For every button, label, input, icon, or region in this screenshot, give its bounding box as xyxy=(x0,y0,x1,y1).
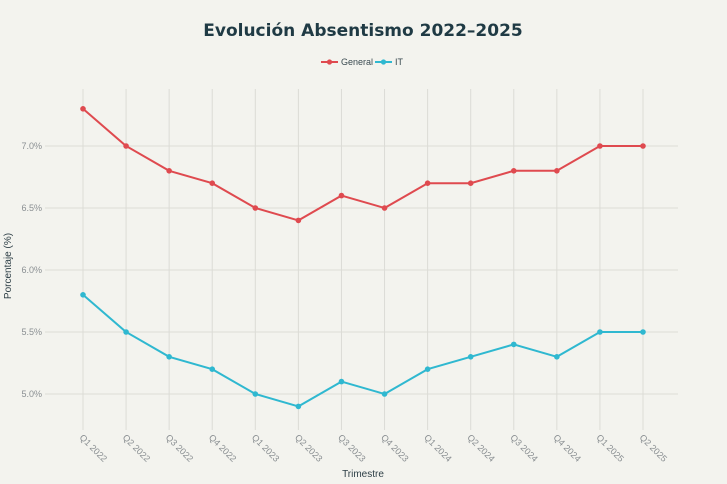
data-point xyxy=(467,354,474,360)
x-tick-label: Q2 2025 xyxy=(638,432,669,463)
x-tick-label: Q4 2022 xyxy=(207,432,238,463)
x-tick-label: Q4 2024 xyxy=(551,432,582,463)
legend-item-general[interactable]: General xyxy=(321,57,373,67)
y-tick-label: 7.0% xyxy=(21,141,42,151)
data-point xyxy=(252,391,259,397)
data-point xyxy=(166,168,172,174)
data-point xyxy=(295,217,302,224)
data-point xyxy=(640,143,646,149)
data-point xyxy=(424,180,431,186)
data-point xyxy=(295,403,302,410)
legend-label: General xyxy=(341,57,373,67)
y-axis-label: Porcentaje (%) xyxy=(3,233,14,299)
y-gridlines xyxy=(45,145,678,395)
data-point xyxy=(424,366,431,373)
x-tick-label: Q2 2024 xyxy=(465,432,496,463)
data-point xyxy=(209,180,216,186)
x-tick-label: Q3 2024 xyxy=(508,432,539,463)
x-tick-label: Q3 2023 xyxy=(336,432,367,463)
y-tick-label: 5.0% xyxy=(21,389,42,399)
x-axis-ticks: Q1 2022 Q2 2022 Q3 2022 Q4 2022 Q1 2023 Q2 20… xyxy=(78,432,669,463)
data-point xyxy=(381,391,388,397)
y-tick-label: 6.0% xyxy=(21,265,42,275)
data-point xyxy=(597,143,603,149)
x-tick-label: Q1 2022 xyxy=(78,432,109,463)
x-axis-label: Trimestre xyxy=(342,469,384,480)
legend-marker-icon xyxy=(380,59,387,65)
data-point xyxy=(166,354,172,360)
legend-label: IT xyxy=(395,57,404,67)
series-general xyxy=(80,106,646,224)
data-point xyxy=(80,292,86,298)
y-axis-ticks: 5.0% 5.5% 6.0% 6.5% 7.0% xyxy=(21,141,42,399)
y-tick-label: 6.5% xyxy=(21,203,42,213)
data-point xyxy=(123,143,129,149)
x-tick-label: Q4 2023 xyxy=(379,432,410,463)
data-point xyxy=(597,329,603,335)
data-point xyxy=(209,366,216,373)
x-tick-label: Q1 2023 xyxy=(250,432,281,463)
data-point xyxy=(252,205,259,211)
y-tick-label: 5.5% xyxy=(21,327,42,337)
x-tick-label: Q2 2022 xyxy=(121,432,152,463)
data-point xyxy=(640,329,646,335)
data-point xyxy=(338,378,345,385)
data-point xyxy=(554,168,560,174)
series-group xyxy=(80,106,646,410)
x-tick-label: Q1 2024 xyxy=(422,432,453,463)
series-it xyxy=(80,292,646,410)
series-line xyxy=(82,294,643,408)
legend-marker-icon xyxy=(326,59,333,65)
data-point xyxy=(510,341,517,348)
data-point xyxy=(467,180,474,186)
data-point xyxy=(554,354,560,360)
chart-title: Evolución Absentismo 2022–2025 xyxy=(203,21,523,41)
legend: General IT xyxy=(321,57,404,67)
data-point xyxy=(381,205,388,211)
data-point xyxy=(510,168,517,174)
data-point xyxy=(338,192,345,199)
series-line xyxy=(82,108,643,222)
x-gridlines xyxy=(82,89,644,430)
legend-item-it[interactable]: IT xyxy=(375,57,404,67)
x-tick-label: Q2 2023 xyxy=(293,432,324,463)
data-point xyxy=(80,106,86,112)
data-point xyxy=(123,329,129,335)
x-tick-label: Q1 2025 xyxy=(595,432,626,463)
x-tick-label: Q3 2022 xyxy=(164,432,195,463)
